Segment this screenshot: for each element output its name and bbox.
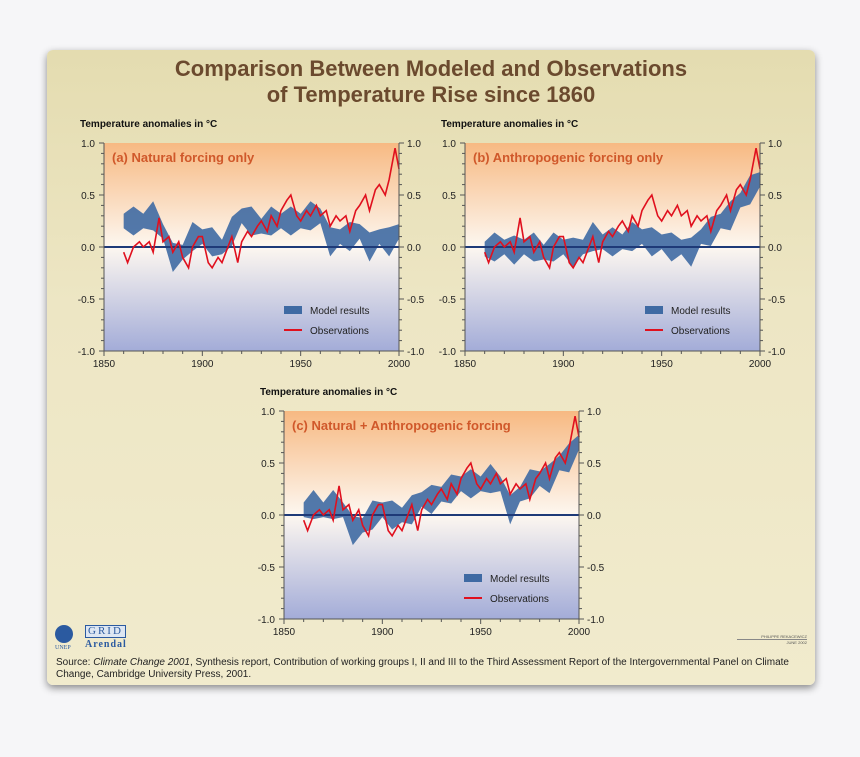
chart-panel-a: Temperature anomalies in °C (a) Natural f… <box>78 119 425 370</box>
source-prefix: Source: <box>56 657 94 668</box>
author-credit: PHILIPPE REKACEWICZ JUNE 2002 <box>737 634 807 645</box>
chart-panel-c: Temperature anomalies in °C (c) Natural +… <box>258 387 605 638</box>
arendal-label: Arendal <box>85 639 127 650</box>
observations-line <box>302 416 580 539</box>
chart-panel-b: Temperature anomalies in °C (b) Anthropog… <box>439 119 786 370</box>
y-tick-label-left: -1.0 <box>78 347 96 358</box>
y-tick-label-left: -0.5 <box>258 563 276 574</box>
y-tick-label-left: 0.0 <box>261 511 275 522</box>
legend-model-label: Model results <box>310 306 369 317</box>
y-tick-label-right: -0.5 <box>768 295 786 306</box>
x-tick-label: 2000 <box>388 359 411 370</box>
title-line-1: Comparison Between Modeled and Observati… <box>174 56 688 81</box>
y-tick-label-right: 0.0 <box>768 243 782 254</box>
y-axis-label: Temperature anomalies in °C <box>441 119 578 130</box>
legend-model-swatch <box>464 574 482 582</box>
y-tick-label-left: -1.0 <box>258 615 276 626</box>
y-tick-label-left: 0.5 <box>442 191 456 202</box>
source-rest: , Synthesis report, Contribution of work… <box>56 657 789 680</box>
y-tick-label-right: -1.0 <box>587 615 605 626</box>
unep-emblem-icon <box>55 625 73 643</box>
y-tick-label-left: 1.0 <box>81 139 95 150</box>
panel-title: (c) Natural + Anthropogenic forcing <box>292 418 511 433</box>
source-work: Climate Change 2001 <box>93 657 190 668</box>
x-tick-label: 1900 <box>191 359 214 370</box>
y-tick-label-right: 0.5 <box>587 459 601 470</box>
legend-model-label: Model results <box>671 306 730 317</box>
y-tick-label-right: -1.0 <box>407 347 425 358</box>
title-line-2: of Temperature Rise since 1860 <box>266 82 596 107</box>
panel-title: (b) Anthropogenic forcing only <box>473 150 664 165</box>
x-tick-label: 1850 <box>454 359 477 370</box>
y-tick-label-right: 0.5 <box>407 191 421 202</box>
y-axis-label: Temperature anomalies in °C <box>80 119 217 130</box>
y-tick-label-left: 0.0 <box>81 243 95 254</box>
y-tick-label-left: 1.0 <box>261 407 275 418</box>
y-tick-label-right: 1.0 <box>407 139 421 150</box>
x-tick-label: 2000 <box>568 627 591 638</box>
y-tick-label-right: 0.5 <box>768 191 782 202</box>
x-tick-label: 1900 <box>371 627 394 638</box>
y-tick-label-right: 0.0 <box>587 511 601 522</box>
y-tick-label-left: -1.0 <box>439 347 457 358</box>
x-tick-label: 1850 <box>273 627 296 638</box>
chart-title: Comparison Between Modeled and Observati… <box>47 56 815 108</box>
y-tick-label-left: 0.0 <box>442 243 456 254</box>
legend-model-label: Model results <box>490 574 549 585</box>
y-tick-label-right: 1.0 <box>587 407 601 418</box>
model-results-band <box>484 172 760 267</box>
legend-observations-label: Observations <box>310 326 369 337</box>
x-tick-label: 1900 <box>552 359 575 370</box>
model-results-band <box>123 201 400 272</box>
legend-observations-label: Observations <box>671 326 730 337</box>
x-tick-label: 1850 <box>93 359 116 370</box>
y-tick-label-right: 1.0 <box>768 139 782 150</box>
unep-label: UNEP <box>55 645 71 651</box>
y-tick-label-left: -0.5 <box>439 295 457 306</box>
credit-author: PHILIPPE REKACEWICZ <box>761 634 807 639</box>
y-tick-label-right: 0.0 <box>407 243 421 254</box>
x-tick-label: 1950 <box>651 359 674 370</box>
panel-title: (a) Natural forcing only <box>112 150 255 165</box>
legend-observations-label: Observations <box>490 594 549 605</box>
observations-line <box>122 148 400 271</box>
y-tick-label-left: 0.5 <box>261 459 275 470</box>
x-tick-label: 1950 <box>470 627 493 638</box>
legend-model-swatch <box>645 306 663 314</box>
legend-model-swatch <box>284 306 302 314</box>
unep-grid-arendal-logo: UNEP GRID Arendal <box>55 625 135 655</box>
observations-line <box>483 148 761 271</box>
y-tick-label-right: -1.0 <box>768 347 786 358</box>
grid-label: GRID <box>85 625 126 638</box>
y-tick-label-left: -0.5 <box>78 295 96 306</box>
credit-date: JUNE 2002 <box>737 639 807 645</box>
y-tick-label-right: -0.5 <box>587 563 605 574</box>
y-tick-label-left: 0.5 <box>81 191 95 202</box>
x-tick-label: 1950 <box>290 359 313 370</box>
y-tick-label-right: -0.5 <box>407 295 425 306</box>
source-citation: Source: Climate Change 2001, Synthesis r… <box>56 657 806 681</box>
x-tick-label: 2000 <box>749 359 772 370</box>
y-axis-label: Temperature anomalies in °C <box>260 387 397 398</box>
y-tick-label-left: 1.0 <box>442 139 456 150</box>
